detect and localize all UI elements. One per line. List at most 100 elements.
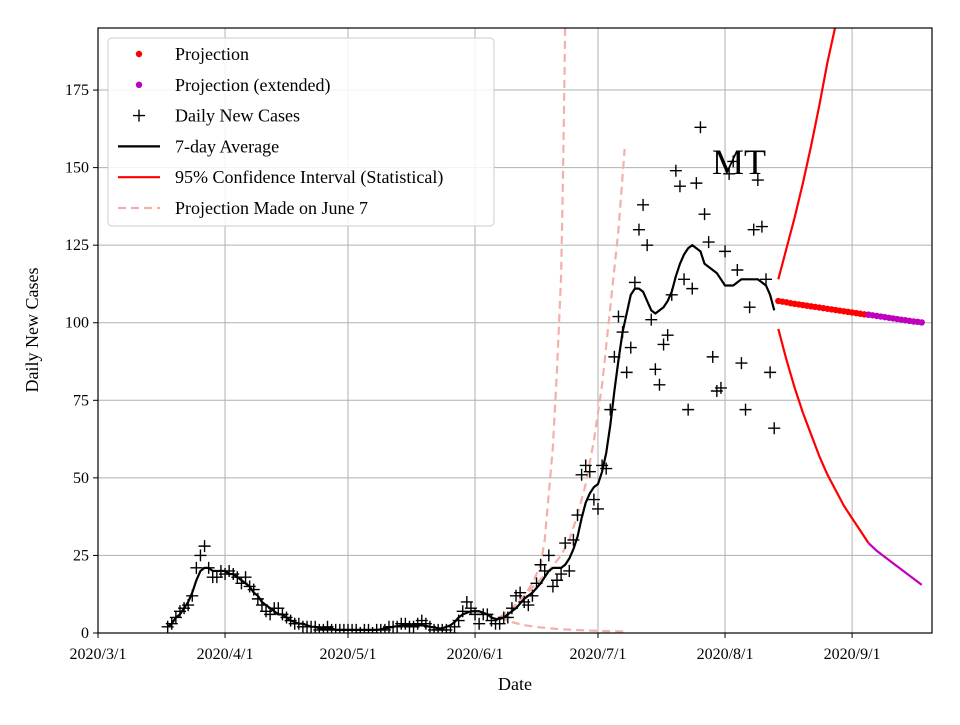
y-axis-label: Daily New Cases	[22, 268, 42, 393]
series-june-7-projection-lower	[499, 616, 625, 633]
daily-case-point	[719, 245, 732, 258]
legend-item-projection: Projection	[135, 44, 249, 64]
daily-case-point	[247, 583, 260, 596]
daily-case-point	[522, 599, 535, 612]
y-tick-label: 125	[65, 237, 89, 254]
daily-case-point	[739, 403, 752, 416]
daily-case-point	[755, 220, 768, 233]
daily-case-point	[235, 577, 248, 590]
95-ci-upper-line	[777, 28, 837, 280]
daily-case-point	[653, 378, 666, 391]
y-tick-label: 175	[65, 82, 89, 99]
daily-case-point	[460, 595, 473, 608]
legend-item-daily-new-cases: Daily New Cases	[133, 106, 300, 126]
daily-case-point	[706, 350, 719, 363]
daily-case-point	[620, 366, 633, 379]
daily-case-point	[760, 273, 773, 286]
daily-case-point	[591, 502, 604, 515]
legend-item-projection-extended: Projection (extended)	[135, 75, 330, 96]
legend-label: 95% Confidence Interval (Statistical)	[175, 167, 443, 188]
daily-case-point	[567, 533, 580, 546]
daily-case-point	[645, 313, 658, 326]
daily-case-point	[575, 468, 588, 481]
daily-case-point	[186, 589, 199, 602]
daily-case-point	[579, 459, 592, 472]
series-projection-extended	[865, 311, 925, 326]
daily-case-point	[354, 627, 367, 633]
daily-case-point	[694, 121, 707, 134]
legend-label: Daily New Cases	[175, 106, 300, 126]
legend-item-7-day-average: 7-day Average	[118, 136, 279, 156]
daily-case-point	[608, 350, 621, 363]
x-tick-label: 2020/7/1	[570, 646, 627, 663]
legend-item-projection-made-on-june-7: Projection Made on June 7	[118, 198, 368, 218]
daily-case-point	[202, 561, 215, 574]
legend-label: Projection	[175, 44, 249, 64]
projection-extended-point	[918, 319, 925, 326]
daily-case-point	[456, 605, 469, 618]
daily-case-point	[743, 301, 756, 314]
daily-case-point	[198, 540, 211, 553]
95-ci-lower-extended-line	[867, 542, 923, 586]
daily-case-point	[723, 167, 736, 180]
daily-case-point	[444, 627, 457, 633]
daily-case-point	[194, 549, 207, 562]
x-tick-label: 2020/9/1	[824, 646, 881, 663]
daily-case-point	[555, 568, 568, 581]
daily-case-point	[505, 602, 518, 615]
daily-case-point	[727, 155, 740, 168]
daily-case-point	[678, 273, 691, 286]
series-95-ci-upper	[777, 28, 837, 280]
y-tick-label: 75	[73, 392, 89, 409]
legend-item-95-confidence-interval-statistical: 95% Confidence Interval (Statistical)	[118, 167, 443, 188]
y-tick-label: 50	[73, 470, 89, 487]
x-tick-label: 2020/8/1	[697, 646, 754, 663]
daily-case-point	[665, 288, 678, 301]
legend: Projection Projection (extended) Daily New…	[107, 37, 495, 227]
daily-case-point	[612, 310, 625, 323]
daily-case-point	[698, 208, 711, 221]
daily-case-point	[190, 561, 203, 574]
daily-case-point	[714, 381, 727, 394]
daily-case-point	[600, 462, 613, 475]
daily-case-point	[702, 236, 715, 249]
x-tick-label: 2020/4/1	[197, 646, 254, 663]
series-95-ci-lower	[777, 328, 870, 544]
daily-case-point	[690, 177, 703, 190]
y-axis: 0 25 50 75 100 125 150 175	[65, 82, 98, 642]
y-tick-label: 0	[81, 625, 89, 642]
daily-case-point	[551, 574, 564, 587]
daily-case-point	[764, 366, 777, 379]
daily-case-point	[649, 363, 662, 376]
daily-case-point	[452, 614, 465, 627]
series-daily-new-cases	[161, 121, 781, 633]
daily-case-point	[768, 422, 781, 435]
daily-case-point	[526, 589, 539, 602]
daily-case-point	[657, 338, 670, 351]
june-7-projection-middle-line	[498, 148, 626, 619]
daily-case-point	[514, 586, 527, 599]
daily-case-point	[464, 602, 477, 615]
daily-case-point	[583, 465, 596, 478]
daily-case-point	[210, 571, 223, 584]
x-tick-label: 2020/5/1	[320, 646, 377, 663]
legend-box	[107, 37, 495, 227]
daily-case-point	[747, 223, 760, 236]
daily-case-point	[165, 617, 178, 630]
daily-case-point	[686, 282, 699, 295]
chart-title: MT	[712, 142, 766, 182]
daily-case-point	[632, 223, 645, 236]
legend-label: Projection (extended)	[175, 75, 330, 96]
x-axis-label: Date	[498, 674, 532, 694]
x-axis: 2020/3/1 2020/4/1 2020/5/1 2020/6/1 2020/7/1…	[70, 633, 881, 663]
series-june-7-projection-middle	[498, 148, 626, 619]
june-7-projection-lower-line	[499, 616, 625, 633]
x-tick-label: 2020/6/1	[447, 646, 504, 663]
daily-case-point	[546, 580, 559, 593]
daily-case-point	[571, 509, 584, 522]
daily-case-point	[264, 608, 277, 621]
y-tick-label: 25	[73, 547, 89, 564]
daily-case-point	[673, 180, 686, 193]
daily-case-point	[751, 174, 764, 187]
